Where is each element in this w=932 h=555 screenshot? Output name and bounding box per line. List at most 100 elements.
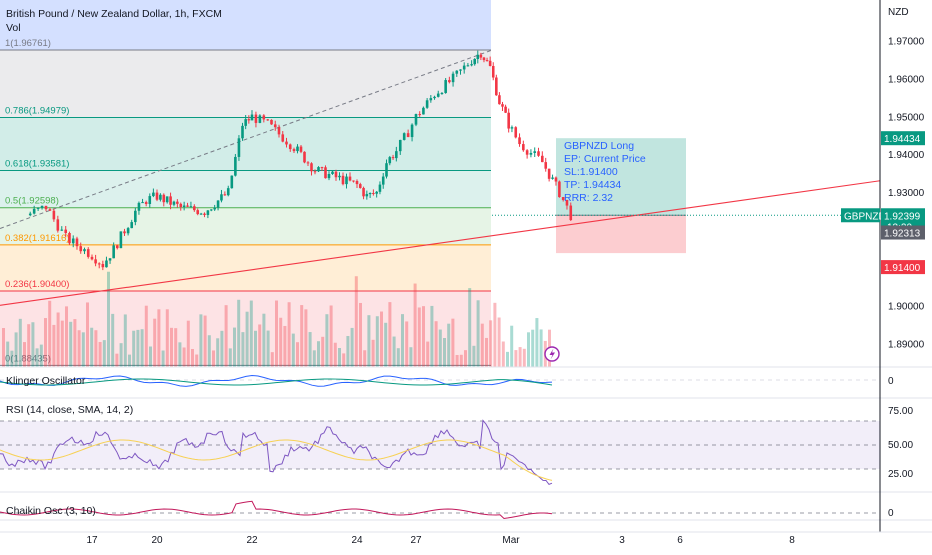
- volume-bar: [367, 315, 371, 367]
- rsi-line: [0, 419, 553, 486]
- volume-bar: [69, 321, 73, 367]
- candle-body: [372, 192, 375, 194]
- volume-bar: [94, 330, 98, 367]
- candle-body: [410, 124, 414, 138]
- candle-body: [44, 205, 48, 210]
- volume-bar: [535, 318, 539, 367]
- candle-body: [451, 73, 455, 83]
- candle-body: [56, 219, 60, 231]
- currency-label: NZD: [888, 7, 909, 18]
- candle-body: [186, 205, 189, 207]
- candle-body: [79, 246, 83, 252]
- lightning-icon[interactable]: [544, 346, 560, 362]
- volume-bar: [342, 353, 346, 367]
- volume-label: Vol: [6, 22, 21, 34]
- candle-body: [365, 194, 369, 197]
- volume-bar: [321, 336, 325, 367]
- volume-bar: [312, 350, 316, 367]
- x-tick-label: 3: [619, 535, 625, 546]
- candle-body: [226, 188, 230, 196]
- volume-bar: [115, 353, 119, 367]
- candle-body: [429, 98, 433, 101]
- position-annotation: GBPNZD Long EP: Current Price SL:1.91400…: [564, 140, 646, 204]
- candle-body: [247, 119, 251, 121]
- candle-body: [345, 176, 348, 185]
- volume-bar: [90, 327, 94, 367]
- candle-body: [341, 175, 345, 185]
- candle-body: [476, 54, 480, 60]
- candle-body: [83, 249, 86, 252]
- candle-body: [28, 213, 32, 216]
- volume-bar: [329, 305, 333, 367]
- candle-body: [244, 119, 247, 126]
- volume-bar: [350, 327, 354, 367]
- fib-label: 0.5(1.92598): [5, 196, 59, 207]
- candle-body: [176, 201, 179, 204]
- x-tick-label: 24: [351, 535, 363, 546]
- klinger-signal: [0, 378, 553, 386]
- volume-bar: [149, 346, 152, 367]
- fib-zone: [0, 244, 491, 291]
- volume-bar: [422, 306, 425, 367]
- x-tick-label: 6: [677, 535, 683, 546]
- volume-bar: [178, 342, 182, 367]
- volume-bar: [39, 344, 43, 367]
- candle-body: [155, 192, 159, 200]
- volume-bar: [333, 342, 337, 367]
- candle-body: [52, 210, 56, 220]
- fib-label: 0(1.88435): [5, 353, 51, 364]
- candle-body: [355, 180, 359, 185]
- volume-bar: [325, 314, 329, 367]
- candle-body: [270, 119, 273, 125]
- volume-bar: [102, 340, 106, 367]
- candle-body: [466, 65, 470, 67]
- candle-body: [402, 133, 406, 140]
- volume-bar: [371, 339, 375, 367]
- volume-bar: [77, 330, 81, 367]
- trend-lines[interactable]: [0, 49, 881, 306]
- fib-top-zone: [0, 0, 491, 51]
- candle-body: [448, 80, 451, 83]
- candle-body: [123, 231, 126, 234]
- candle-body: [541, 155, 544, 163]
- fibonacci-retracement[interactable]: 1(1.96761) 0.786(1.94979) 0.618(1.93581) 0.…: [0, 38, 491, 366]
- volume-bar: [245, 311, 249, 367]
- volume-bar: [266, 330, 270, 367]
- price-label: 1.92313: [884, 229, 921, 240]
- candle-body: [522, 144, 525, 151]
- candle-body: [327, 173, 331, 179]
- x-tick-label: 8: [789, 535, 795, 546]
- volume-bar: [531, 329, 535, 367]
- y-tick-label: 1.93000: [888, 188, 925, 199]
- y-tick-label: 1.96000: [888, 74, 925, 85]
- candle-body: [440, 92, 444, 94]
- candle-body: [334, 171, 338, 178]
- price-label-box: [881, 260, 925, 275]
- candle-body: [418, 114, 422, 116]
- volume-bar: [522, 348, 526, 367]
- volume-bar: [14, 332, 18, 367]
- fib-label: 0.382(1.91616): [5, 233, 69, 244]
- candle-body: [281, 134, 285, 142]
- candle-body: [395, 151, 398, 159]
- volume-bar: [392, 336, 396, 367]
- volume-bar: [6, 341, 10, 367]
- candle-body: [90, 256, 94, 260]
- candle-body: [60, 229, 64, 231]
- candle-body: [501, 104, 504, 107]
- volume-bar: [413, 283, 417, 367]
- candle-body: [473, 59, 476, 65]
- volume-bar: [359, 302, 362, 367]
- volume-bar: [518, 347, 522, 367]
- volume-bar: [119, 343, 123, 367]
- fib-zone: [0, 207, 491, 245]
- volume-bar: [107, 271, 110, 367]
- candle-body: [482, 57, 486, 61]
- volume-bar: [375, 316, 379, 367]
- candle-body: [425, 100, 429, 108]
- price-label: 1.94434: [884, 134, 921, 145]
- candle-body: [491, 65, 495, 78]
